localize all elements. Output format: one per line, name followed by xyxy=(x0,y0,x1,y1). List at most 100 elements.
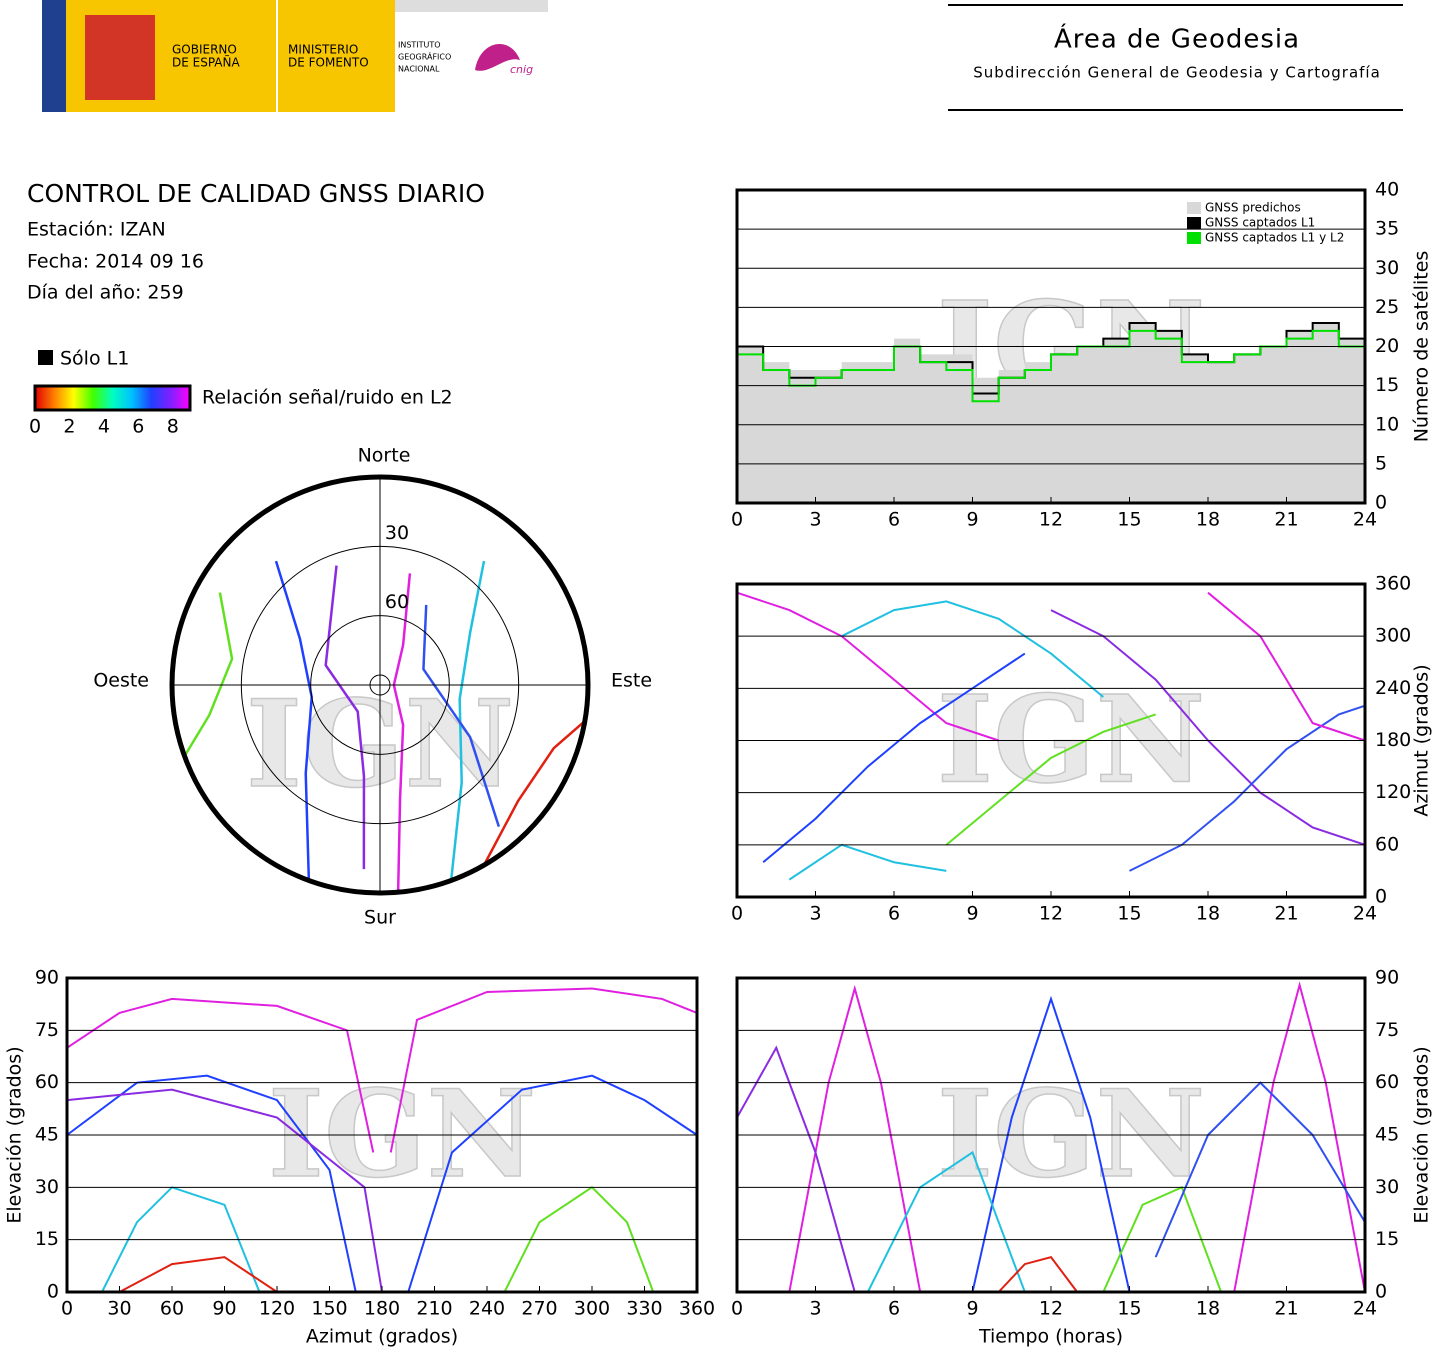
y-tick-label: 45 xyxy=(35,1124,59,1146)
y-tick-label: 15 xyxy=(1375,1228,1399,1250)
x-tick-label: 240 xyxy=(469,1298,505,1320)
y-tick-label: 60 xyxy=(1375,1071,1399,1093)
x-tick-label: 300 xyxy=(574,1298,610,1320)
direction-label: Oeste xyxy=(93,670,149,692)
y-tick-label: 35 xyxy=(1375,218,1399,240)
legend-label: Sólo L1 xyxy=(60,348,129,370)
x-tick-label: 0 xyxy=(731,903,743,925)
info-line: Día del año: 259 xyxy=(27,282,184,304)
colorbar-tick-label: 2 xyxy=(63,416,75,438)
series-line xyxy=(66,1074,357,1293)
series-line xyxy=(66,1088,383,1293)
y-tick-label: 60 xyxy=(1375,833,1399,855)
x-tick-label: 18 xyxy=(1196,509,1220,531)
x-tick-label: 18 xyxy=(1196,1298,1220,1320)
y-tick-label: 0 xyxy=(1375,886,1387,908)
series-line xyxy=(945,713,1156,846)
series-line xyxy=(389,987,698,1153)
colorbar-tick-label: 4 xyxy=(98,416,110,438)
x-tick-label: 24 xyxy=(1353,1298,1377,1320)
y-tick-label: 15 xyxy=(35,1228,59,1250)
x-tick-label: 24 xyxy=(1353,903,1377,925)
x-tick-label: 9 xyxy=(966,1298,978,1320)
direction-label: Sur xyxy=(364,907,396,929)
plot-frame xyxy=(735,188,1367,505)
logo-text: MINISTERIO xyxy=(288,43,358,57)
logo-text: DE ESPAÑA xyxy=(172,55,240,70)
series-line xyxy=(1233,981,1366,1293)
logo-text: DE FOMENTO xyxy=(288,56,369,70)
x-tick-label: 15 xyxy=(1117,903,1141,925)
logo-text: INSTITUTO xyxy=(398,41,441,50)
eu-strip xyxy=(42,0,66,112)
x-tick-label: 0 xyxy=(731,1298,743,1320)
series-line xyxy=(736,591,999,742)
y-axis-label: Elevación (grados) xyxy=(1411,1046,1433,1223)
y-tick-label: 15 xyxy=(1375,374,1399,396)
x-tick-label: 12 xyxy=(1039,903,1063,925)
y-tick-label: 0 xyxy=(1375,492,1387,514)
x-axis-label: Azimut (grados) xyxy=(306,1326,458,1348)
cnig-logo xyxy=(475,43,520,71)
x-tick-label: 0 xyxy=(61,1298,73,1320)
chart: IGN051015202530354003691215182124Número … xyxy=(731,179,1433,531)
y-tick-label: 75 xyxy=(1375,1019,1399,1041)
y-tick-label: 90 xyxy=(35,967,59,989)
legend-label: GNSS predichos xyxy=(1205,201,1301,215)
x-tick-label: 15 xyxy=(1117,1298,1141,1320)
sky-track xyxy=(482,720,586,866)
y-tick-label: 0 xyxy=(47,1281,59,1303)
ring-label: 60 xyxy=(385,591,409,613)
legend-label: GNSS captados L1 y L2 xyxy=(1205,231,1344,245)
legend-swatch xyxy=(38,350,53,365)
x-tick-label: 330 xyxy=(626,1298,662,1320)
colorbar-tick-label: 6 xyxy=(132,416,144,438)
elevation-ring xyxy=(240,545,520,825)
x-tick-label: 15 xyxy=(1117,509,1141,531)
x-tick-label: 24 xyxy=(1353,509,1377,531)
series-line xyxy=(762,652,1026,863)
x-tick-label: 21 xyxy=(1274,509,1298,531)
y-tick-label: 10 xyxy=(1375,413,1399,435)
logo-band-gray xyxy=(395,0,548,12)
logo-text: NACIONAL xyxy=(398,65,440,74)
y-tick-label: 5 xyxy=(1375,452,1387,474)
header: GOBIERNO DE ESPAÑA MINISTERIO DE FOMENTO… xyxy=(42,0,1403,112)
x-tick-label: 360 xyxy=(679,1298,715,1320)
sky-track xyxy=(449,560,486,881)
series-line xyxy=(1207,591,1366,742)
logo-text: GEOGRÁFICO xyxy=(398,51,451,62)
series-line xyxy=(788,843,947,881)
series-line xyxy=(119,1256,278,1293)
x-tick-label: 9 xyxy=(966,903,978,925)
legend-swatch xyxy=(1187,202,1201,214)
info-line: Fecha: 2014 09 16 xyxy=(27,251,204,273)
x-tick-label: 12 xyxy=(1039,1298,1063,1320)
logo-text: GOBIERNO xyxy=(172,43,237,57)
x-tick-label: 180 xyxy=(364,1298,400,1320)
x-tick-label: 21 xyxy=(1274,1298,1298,1320)
y-tick-label: 40 xyxy=(1375,179,1399,201)
info: CONTROL DE CALIDAD GNSS DIARIO Estación:… xyxy=(27,179,485,412)
x-tick-label: 210 xyxy=(416,1298,452,1320)
y-axis-label: Elevación (grados) xyxy=(4,1046,26,1223)
y-tick-label: 360 xyxy=(1375,573,1411,595)
y-axis-label: Número de satélites xyxy=(1411,251,1433,443)
x-tick-label: 270 xyxy=(521,1298,557,1320)
plot-frame xyxy=(735,582,1367,899)
y-tick-label: 90 xyxy=(1375,967,1399,989)
legend-swatch xyxy=(1187,217,1201,229)
x-tick-label: 3 xyxy=(809,509,821,531)
info-line: Estación: IZAN xyxy=(27,219,166,241)
page-title: CONTROL DE CALIDAD GNSS DIARIO xyxy=(27,179,485,208)
colorbar-tick-label: 8 xyxy=(167,416,179,438)
elevation-ring xyxy=(310,615,450,755)
x-tick-label: 150 xyxy=(311,1298,347,1320)
x-tick-label: 0 xyxy=(731,509,743,531)
plot-frame xyxy=(735,976,1367,1294)
header-subtitle: Subdirección General de Geodesia y Carto… xyxy=(973,64,1381,82)
